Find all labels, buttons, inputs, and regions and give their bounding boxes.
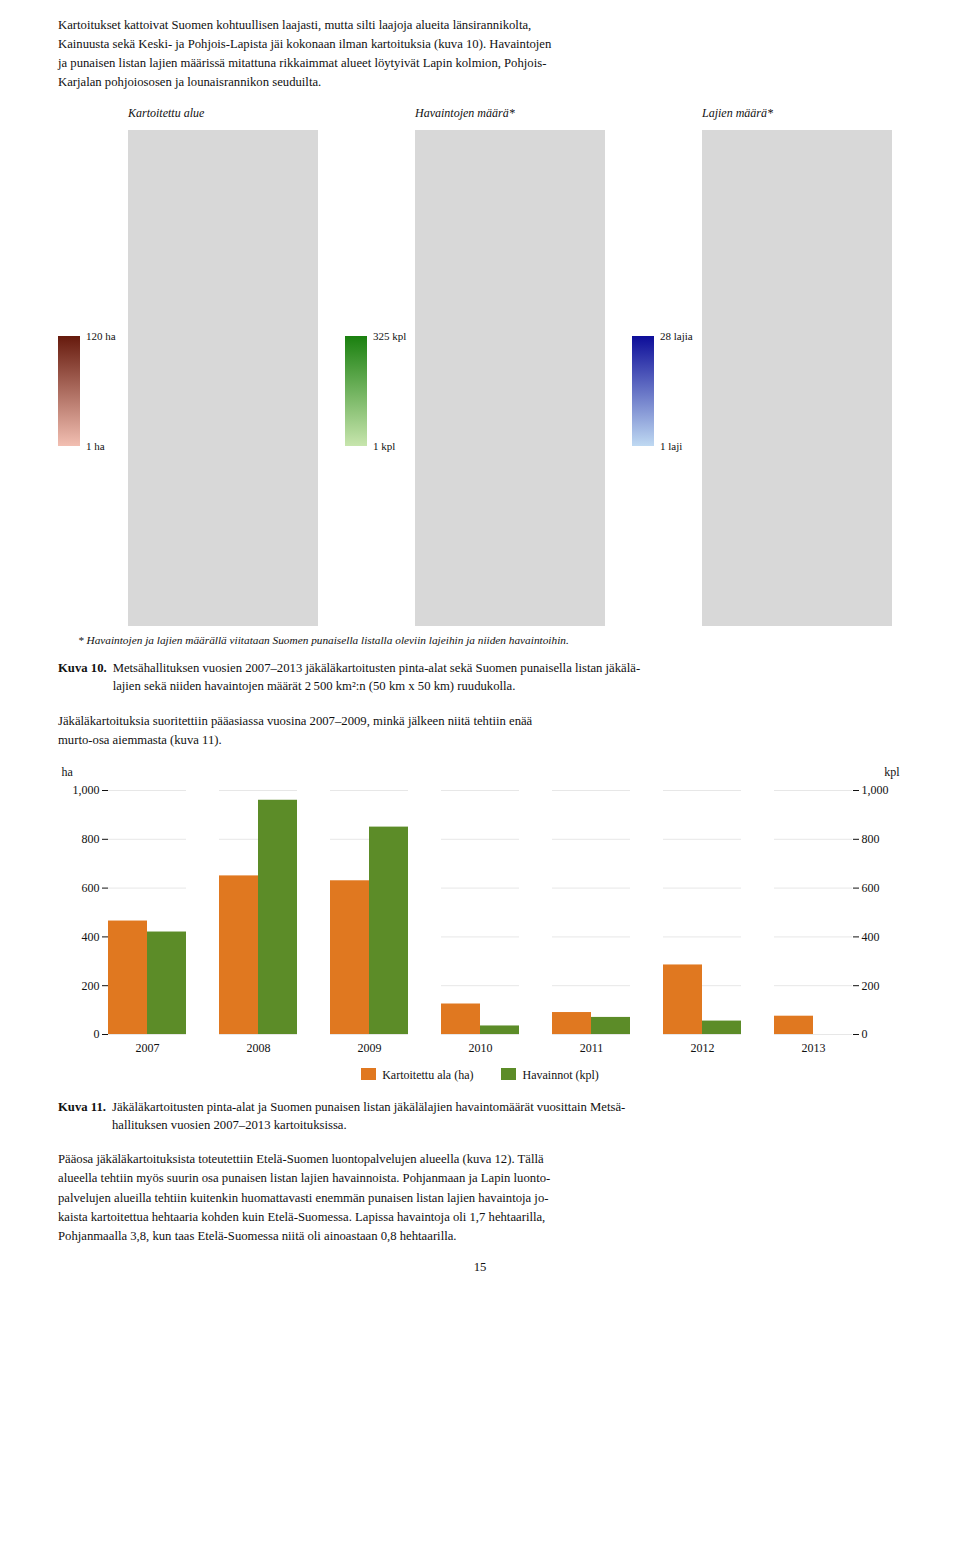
html-text:325 kpl: 325 kpl [373, 330, 407, 343]
svg-text:0: 0 [862, 1027, 868, 1041]
html-text:1 ha: 1 ha [86, 440, 105, 453]
html-text:Havaintojen määrä*: Havaintojen määrä* [415, 106, 515, 121]
svg-text:2012: 2012 [691, 1041, 715, 1055]
svg-text:400: 400 [862, 930, 880, 944]
html-text:28 lajia: 28 lajia [660, 330, 693, 343]
svg-text:2007: 2007 [136, 1041, 160, 1055]
svg-text:800: 800 [862, 832, 880, 846]
html-text:Kartoitettu ala (ha): Kartoitettu ala (ha) [382, 1067, 474, 1082]
svg-text:2011: 2011 [580, 1041, 604, 1055]
svg-text:800: 800 [82, 832, 100, 846]
svg-text:400: 400 [82, 930, 100, 944]
svg-text:200: 200 [82, 978, 100, 992]
html-text:Jäkäläkartoitusten pinta-alat: Jäkäläkartoitusten pinta-alat ja Suomen … [112, 1099, 626, 1132]
html-text:Pääosa jäkäläkartoituksista to: Pääosa jäkäläkartoituksista toteutettiin… [58, 1152, 551, 1243]
svg-text:200: 200 [862, 978, 880, 992]
html-text:Jäkäläkartoituksia suoritettii: Jäkäläkartoituksia suoritettiin pääasias… [58, 713, 533, 747]
html-text:120 ha: 120 ha [86, 330, 116, 343]
html-text:Kuva 10. Metsähallituksen vuos: Kuva 10. Metsähallituksen vuosien 2007–2… [58, 661, 641, 693]
svg-text:2009: 2009 [358, 1041, 382, 1055]
svg-text:1,000: 1,000 [73, 783, 100, 797]
svg-text:ha: ha [62, 765, 74, 779]
html-text:1 kpl: 1 kpl [373, 440, 396, 453]
svg-text:2008: 2008 [247, 1041, 271, 1055]
html-text:1 laji: 1 laji [660, 440, 683, 453]
html-text:Kuva 11.: Kuva 11. [58, 1099, 106, 1114]
html-text:Kartoitettu alue: Kartoitettu alue [128, 106, 205, 121]
svg-text:kpl: kpl [884, 765, 900, 779]
svg-text:0: 0 [94, 1027, 100, 1041]
svg-text:2010: 2010 [469, 1041, 493, 1055]
svg-text:2013: 2013 [802, 1041, 826, 1055]
svg-text:600: 600 [862, 881, 880, 895]
svg-text:1,000: 1,000 [862, 783, 889, 797]
html-text:15: 15 [473, 1259, 487, 1274]
svg-text:600: 600 [82, 881, 100, 895]
html-text:Lajien määrä*: Lajien määrä* [702, 106, 773, 121]
html-text:Havainnot (kpl): Havainnot (kpl) [522, 1067, 599, 1082]
html-text:Kartoitukset kattoivat Suomen: Kartoitukset kattoivat Suomen kohtuullis… [58, 18, 552, 90]
html-text:* Havaintojen ja lajien määräl: * Havaintojen ja lajien määrällä viitata… [78, 634, 569, 647]
